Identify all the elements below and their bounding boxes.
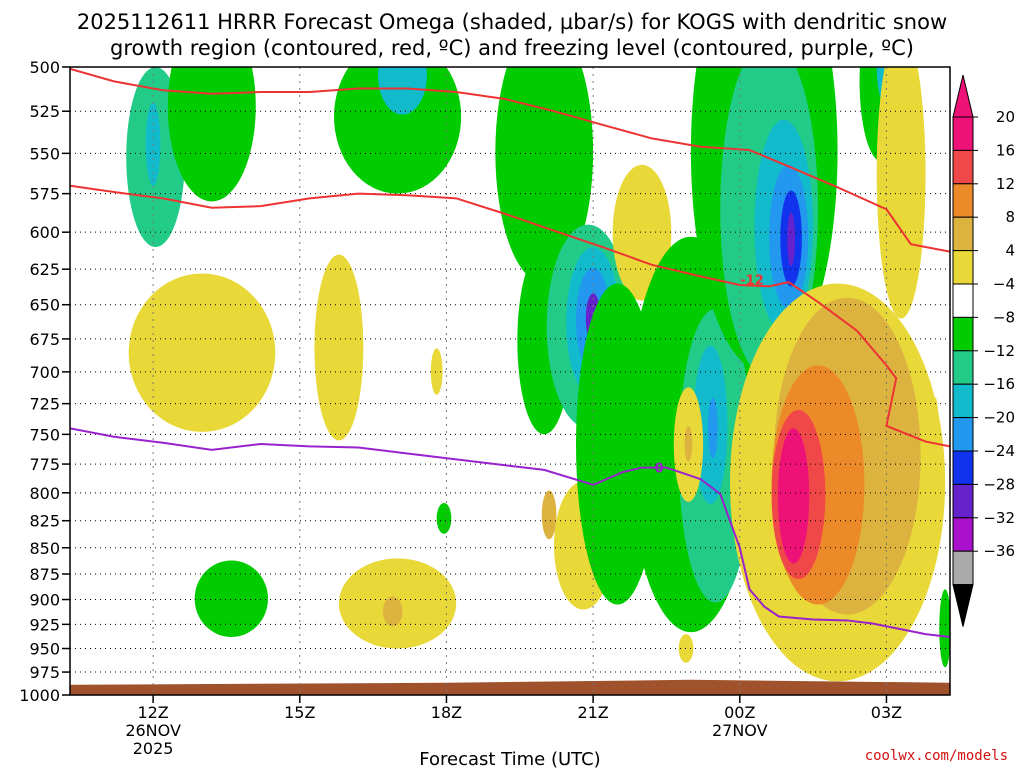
y-tick-label-550: 550	[29, 144, 60, 163]
colorbar-label-3: 8	[1005, 208, 1015, 226]
x-year-label-12Z: 2025	[133, 739, 174, 758]
y-tick-label-675: 675	[29, 330, 60, 349]
x-tick-label-03Z: 03Z	[871, 703, 902, 722]
omega-region-27	[684, 425, 693, 462]
colorbar-bin-4	[952, 250, 974, 285]
plot-area	[70, 67, 950, 695]
x-tick-label-21Z: 21Z	[577, 703, 608, 722]
omega-region-11	[378, 67, 427, 115]
y-tick-label-725: 725	[29, 395, 60, 414]
axes: 500 525 550 575 600 625 650 675 700 725 750 775 800 8…	[19, 58, 951, 758]
y-tick-label-625: 625	[29, 260, 60, 279]
omega-region-5	[314, 254, 364, 441]
y-tick-label-800: 800	[29, 484, 60, 503]
colorbar-label-0: 20	[996, 108, 1015, 126]
plot-frame	[69, 66, 951, 696]
omega-region-4	[128, 273, 276, 432]
colorbar-bottom-arrow	[952, 584, 974, 627]
y-tick-label-600: 600	[29, 223, 60, 242]
y-tick-label-650: 650	[29, 296, 60, 315]
omega-region-41	[777, 428, 810, 564]
omega-region-34	[787, 212, 796, 267]
y-tick-label-775: 775	[29, 455, 60, 474]
omega-region-42	[876, 67, 926, 319]
colorbar-label-13: −36	[983, 542, 1015, 560]
x-date-label-12Z: 26NOV	[125, 721, 181, 740]
y-tick-label-875: 875	[29, 565, 60, 584]
dgz-contour-1	[70, 184, 950, 448]
colorbar-bin-7	[952, 350, 974, 385]
y-tick-label-850: 850	[29, 539, 60, 558]
colorbar-label-5: −4	[993, 275, 1015, 293]
x-date-label-00Z: 27NOV	[712, 721, 768, 740]
colorbar-label-1: 16	[996, 141, 1015, 159]
colorbar-label-9: −20	[983, 409, 1015, 427]
y-tick-label-575: 575	[29, 185, 60, 204]
colorbar-bin-2	[952, 183, 974, 218]
colorbar-label-6: −8	[993, 308, 1015, 326]
x-axis-title: Forecast Time (UTC)	[419, 749, 600, 768]
colorbar-label-10: −24	[983, 442, 1015, 460]
y-tick-label-900: 900	[29, 591, 60, 610]
omega-region-9	[436, 502, 452, 534]
colorbar: 20 16 12 8 4 −4 −8 −12 −16 −20 −24 −28 −32 −36	[952, 74, 1015, 627]
colorbar-label-7: −12	[983, 342, 1015, 360]
chart-title-line-1: 2025112611 HRRR Forecast Omega (shaded, …	[77, 10, 947, 34]
omega-region-3	[194, 560, 268, 638]
omega-region-12	[495, 67, 594, 284]
x-tick-label-12Z: 12Z	[137, 703, 168, 722]
y-tick-label-700: 700	[29, 363, 60, 382]
colorbar-bin-11	[952, 483, 974, 519]
dgz-contour-0	[70, 67, 950, 253]
y-tick-label-975: 975	[29, 663, 60, 682]
colorbar-bin-12	[952, 517, 974, 552]
y-tick-label-500: 500	[29, 58, 60, 77]
omega-region-10	[334, 67, 462, 194]
x-tick-label-15Z: 15Z	[284, 703, 315, 722]
colorbar-bin-13	[952, 550, 974, 586]
colorbar-label-8: −16	[983, 375, 1015, 393]
omega-region-19	[541, 490, 557, 540]
y-tick-label-825: 825	[29, 512, 60, 531]
colorbar-label-11: −28	[983, 475, 1015, 493]
colorbar-bin-1	[952, 149, 974, 185]
grid-lines	[70, 67, 950, 695]
chart-title-line-2: growth region (contoured, red, ºC) and f…	[110, 36, 914, 60]
omega-region-8	[382, 596, 403, 627]
x-tick-label-00Z: 00Z	[724, 703, 755, 722]
colorbar-bin-9	[952, 417, 974, 452]
omega-region-43	[931, 397, 940, 493]
colorbar-bin-10	[952, 450, 974, 485]
credit-text: coolwx.com/models	[865, 748, 1008, 764]
y-tick-label-750: 750	[29, 425, 60, 444]
freezing-level-contour	[70, 427, 950, 639]
y-tick-label-950: 950	[29, 640, 60, 659]
y-tick-label-1000: 1000	[19, 686, 60, 705]
freezing-level-label: 0	[655, 462, 664, 477]
colorbar-bin-6	[952, 316, 974, 352]
contour-lines: -12 0	[70, 67, 950, 639]
omega-region-44	[939, 589, 950, 668]
colorbar-top-arrow	[952, 74, 974, 118]
colorbar-bin-5	[952, 283, 974, 318]
omega-region-6	[430, 348, 443, 395]
omega-region-25	[708, 397, 718, 459]
dgz-contour-label: -12	[740, 273, 764, 288]
x-tick-label-18Z: 18Z	[431, 703, 462, 722]
colorbar-bin-0	[952, 116, 974, 151]
omega-region-2	[167, 67, 256, 202]
y-tick-label-525: 525	[29, 102, 60, 121]
colorbar-label-4: 4	[1005, 242, 1015, 260]
colorbar-label-12: −32	[983, 509, 1015, 527]
omega-region-28	[678, 634, 694, 663]
colorbar-label-2: 12	[996, 175, 1015, 193]
y-tick-label-925: 925	[29, 615, 60, 634]
colorbar-bin-8	[952, 383, 974, 419]
terrain-surface	[70, 679, 950, 695]
colorbar-bin-3	[952, 216, 974, 252]
